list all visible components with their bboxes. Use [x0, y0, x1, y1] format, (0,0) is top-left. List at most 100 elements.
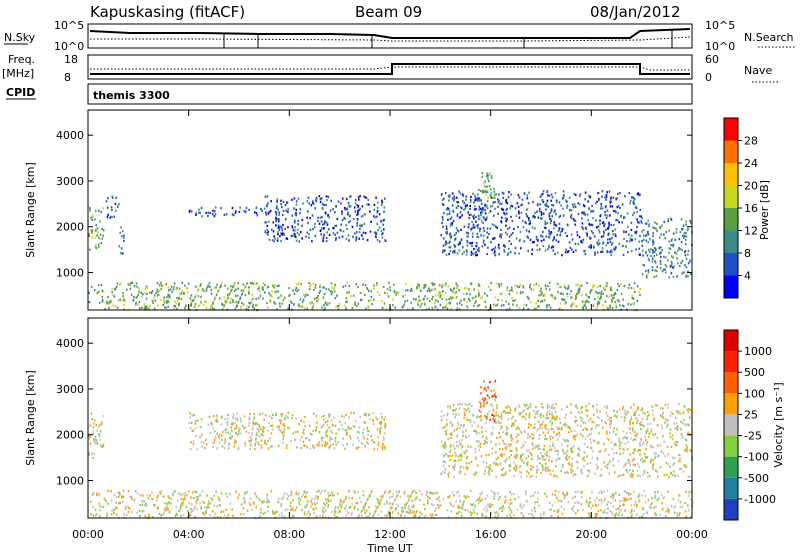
velocity-cell [124, 507, 127, 510]
velocity-cell [646, 429, 649, 432]
power-cell [91, 231, 93, 234]
velocity-cell [533, 436, 535, 440]
power-cell [682, 224, 685, 227]
velocity-cell [576, 466, 579, 469]
velocity-cell [626, 448, 629, 451]
power-cell [652, 243, 654, 246]
power-cell [376, 222, 378, 226]
velocity-cell [275, 412, 277, 415]
power-cell [200, 295, 202, 298]
velocity-cell [497, 414, 499, 417]
power-cell [493, 187, 495, 190]
power-cell [131, 281, 134, 284]
power-cell [451, 192, 454, 195]
velocity-cell [493, 494, 496, 497]
velocity-cell [550, 515, 553, 518]
velocity-cell [208, 506, 211, 509]
velocity-cell [441, 440, 443, 443]
power-cell [634, 281, 636, 285]
power-cell [541, 192, 544, 196]
power-cell [482, 207, 484, 210]
power-cell [659, 227, 662, 230]
power-cell [277, 231, 279, 234]
velocity-cell [229, 433, 232, 436]
power-cell [659, 260, 662, 263]
velocity-cell [471, 404, 473, 408]
velocity-cell [574, 491, 577, 494]
velocity-cell [363, 437, 366, 440]
velocity-cell [457, 403, 459, 406]
velocity-cell [495, 404, 498, 407]
power-cell [683, 271, 685, 274]
velocity-cell [644, 460, 646, 463]
velocity-cell [93, 440, 96, 443]
power-cell [233, 283, 236, 286]
velocity-cell [493, 414, 495, 418]
velocity-cell [264, 414, 267, 417]
velocity-cell [606, 512, 608, 515]
velocity-cell [98, 433, 100, 436]
power-cell [465, 253, 468, 256]
velocity-cell [464, 413, 466, 416]
velocity-cell [453, 429, 456, 432]
velocity-cell [392, 502, 395, 505]
power-cell [282, 299, 285, 302]
velocity-cell [595, 403, 598, 406]
velocity-cell [486, 415, 488, 418]
velocity-cell [566, 454, 568, 457]
velocity-cell [231, 435, 233, 438]
velocity-cell [562, 463, 564, 466]
velocity-cell [473, 472, 475, 475]
power-cell [544, 284, 547, 287]
power-cell [584, 213, 586, 216]
power-cell [595, 290, 597, 294]
velocity-cell [552, 427, 554, 430]
velocity-cell [529, 402, 532, 405]
velocity-cell [624, 435, 627, 438]
velocity-cell [563, 494, 566, 497]
velocity-cell [632, 439, 634, 442]
power-cell [356, 230, 358, 234]
velocity-cell [454, 451, 456, 454]
velocity-cell [325, 516, 327, 519]
power-cell [336, 294, 338, 297]
power-cell [671, 238, 673, 241]
velocity-cell [243, 502, 246, 505]
power-cell [229, 292, 231, 295]
power-cell [498, 253, 500, 256]
power-cell [572, 250, 575, 253]
velocity-cell [496, 407, 498, 410]
velocity-cell [313, 446, 316, 449]
power-cell [107, 206, 109, 209]
velocity-cell [605, 430, 608, 433]
power-cell [511, 286, 513, 289]
velocity-cell [590, 428, 592, 431]
velocity-cell [588, 501, 591, 504]
nave-tick-bottom: 0 [705, 71, 712, 84]
power-cell [468, 288, 470, 291]
velocity-cell [366, 437, 369, 440]
velocity-cell [188, 502, 191, 505]
velocity-cell [483, 442, 485, 446]
power-cell [495, 282, 498, 285]
power-cell [102, 234, 104, 237]
velocity-cell [581, 491, 583, 494]
power-cell [618, 285, 620, 288]
velocity-cell [308, 424, 311, 427]
velocity-cell [519, 503, 522, 506]
power-cell [359, 227, 361, 230]
velocity-cell [328, 426, 331, 429]
velocity-cell [263, 500, 265, 503]
velocity-cell [647, 498, 650, 501]
power-cell [402, 295, 404, 298]
power-cell [475, 254, 477, 257]
velocity-cell [367, 429, 370, 433]
power-cell [573, 302, 575, 305]
velocity-cell [212, 445, 214, 448]
power-cell [381, 236, 384, 239]
velocity-cell [127, 490, 130, 493]
velocity-cell [574, 495, 576, 498]
power-cell [264, 291, 266, 294]
power-cell [325, 287, 328, 290]
velocity-cell [488, 505, 490, 508]
